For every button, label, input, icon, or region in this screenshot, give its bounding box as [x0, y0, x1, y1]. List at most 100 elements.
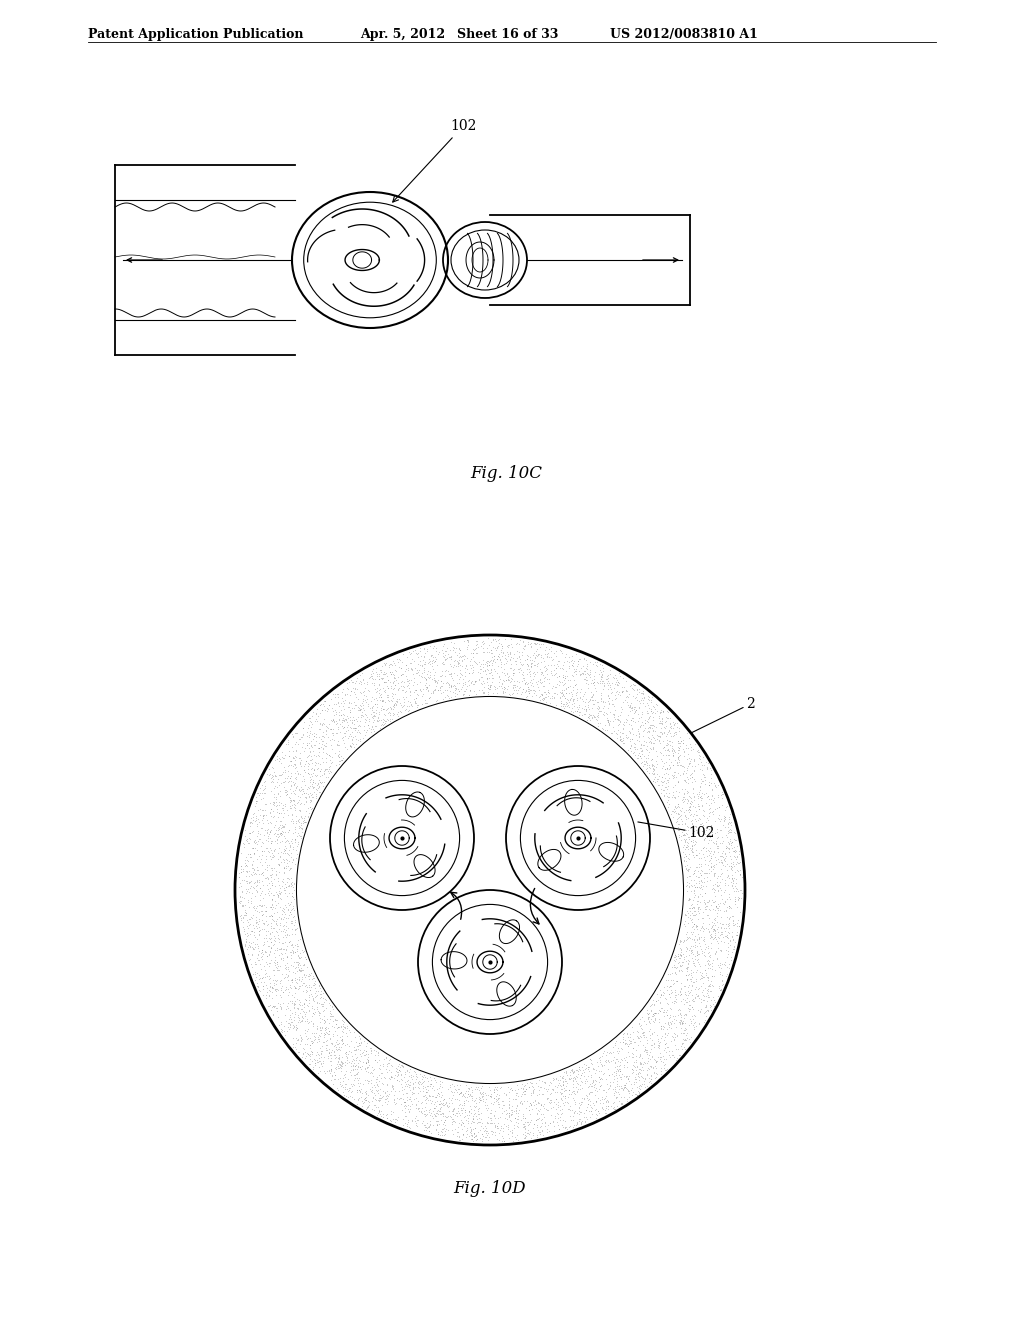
- Point: [633, 1016, 649, 1038]
- Point: [720, 923, 736, 944]
- Point: [468, 634, 484, 655]
- Point: [716, 953, 732, 974]
- Point: [311, 702, 328, 723]
- Point: [731, 915, 748, 936]
- Point: [452, 1126, 468, 1147]
- Point: [460, 1084, 476, 1105]
- Point: [430, 1100, 446, 1121]
- Point: [368, 1040, 384, 1061]
- Point: [254, 854, 270, 875]
- Point: [311, 776, 328, 797]
- Point: [258, 945, 274, 966]
- Point: [262, 866, 279, 887]
- Point: [337, 1041, 353, 1063]
- Point: [344, 1074, 360, 1096]
- Point: [514, 655, 530, 676]
- Point: [572, 1113, 589, 1134]
- Point: [671, 746, 687, 767]
- Point: [640, 1005, 656, 1026]
- Point: [713, 979, 729, 1001]
- Point: [597, 1102, 613, 1123]
- Point: [534, 651, 550, 672]
- Point: [685, 1008, 701, 1030]
- Point: [428, 1072, 444, 1093]
- Point: [263, 857, 280, 878]
- Point: [299, 758, 315, 779]
- Point: [532, 684, 549, 705]
- Point: [257, 793, 273, 814]
- Point: [276, 826, 293, 847]
- Point: [242, 871, 258, 892]
- Point: [683, 1010, 699, 1031]
- Point: [691, 744, 708, 766]
- Point: [688, 960, 705, 981]
- Point: [665, 755, 681, 776]
- Point: [636, 744, 652, 766]
- Point: [676, 829, 692, 850]
- Point: [689, 986, 706, 1007]
- Point: [646, 1003, 663, 1024]
- Point: [461, 1078, 477, 1100]
- Point: [258, 985, 274, 1006]
- Point: [416, 659, 432, 680]
- Point: [720, 822, 736, 843]
- Point: [268, 787, 285, 808]
- Point: [403, 1081, 420, 1102]
- Point: [714, 869, 730, 890]
- Point: [723, 834, 739, 855]
- Point: [670, 785, 686, 807]
- Point: [727, 892, 743, 913]
- Point: [518, 1097, 535, 1118]
- Point: [458, 1127, 474, 1148]
- Point: [459, 659, 475, 680]
- Point: [585, 1098, 601, 1119]
- Point: [444, 1104, 461, 1125]
- Point: [413, 645, 429, 667]
- Point: [707, 866, 723, 887]
- Point: [265, 792, 282, 813]
- Point: [710, 808, 726, 829]
- Point: [582, 660, 598, 681]
- Point: [594, 1097, 610, 1118]
- Point: [611, 1076, 628, 1097]
- Point: [699, 982, 716, 1003]
- Point: [658, 1018, 675, 1039]
- Point: [234, 858, 251, 879]
- Point: [524, 1076, 541, 1097]
- Point: [586, 1074, 602, 1096]
- Point: [350, 1035, 367, 1056]
- Point: [713, 879, 729, 900]
- Point: [557, 682, 573, 704]
- Point: [311, 776, 328, 797]
- Point: [689, 845, 706, 866]
- Point: [685, 842, 701, 863]
- Point: [730, 861, 746, 882]
- Point: [314, 1051, 331, 1072]
- Point: [636, 1024, 652, 1045]
- Point: [668, 723, 684, 744]
- Point: [574, 664, 591, 685]
- Point: [699, 937, 716, 958]
- Point: [526, 651, 543, 672]
- Point: [447, 677, 464, 698]
- Point: [628, 1064, 644, 1085]
- Point: [610, 1078, 627, 1100]
- Point: [719, 946, 735, 968]
- Point: [641, 1028, 657, 1049]
- Point: [361, 1078, 378, 1100]
- Point: [552, 672, 568, 693]
- Point: [284, 750, 300, 771]
- Point: [232, 904, 249, 925]
- Point: [344, 1076, 360, 1097]
- Point: [663, 1007, 679, 1028]
- Point: [287, 941, 303, 962]
- Point: [581, 708, 597, 729]
- Point: [536, 676, 552, 697]
- Point: [437, 648, 454, 669]
- Point: [292, 1003, 308, 1024]
- Point: [371, 704, 387, 725]
- Point: [489, 645, 506, 667]
- Point: [676, 820, 692, 841]
- Point: [536, 1094, 552, 1115]
- Point: [417, 1115, 433, 1137]
